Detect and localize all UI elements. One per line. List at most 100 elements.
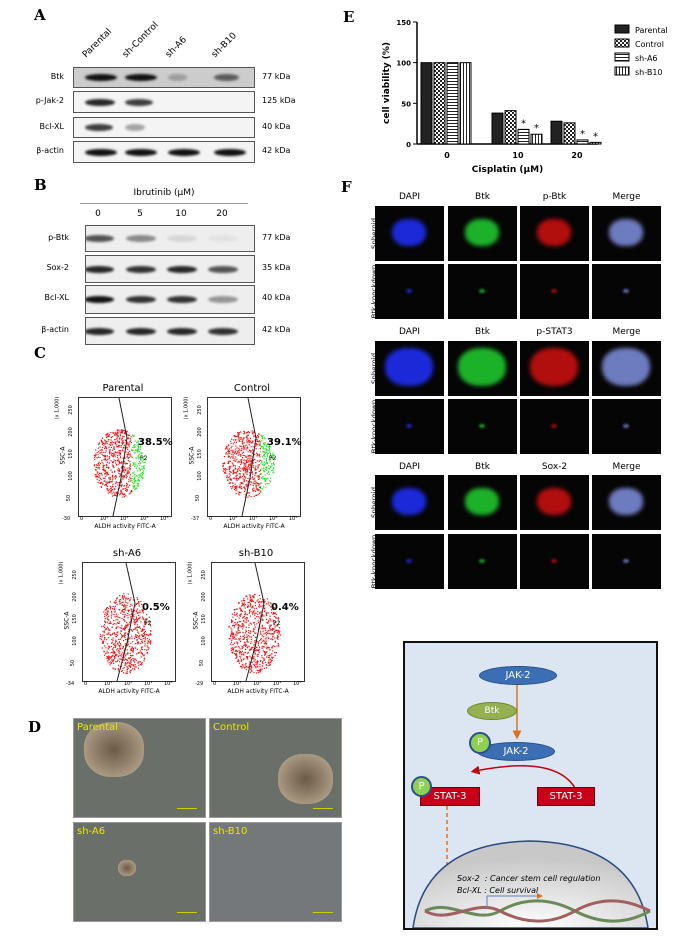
y-tick: 50 (70, 659, 77, 667)
x-axis-label: ALDH activity FITC-A (227, 688, 289, 695)
bar (576, 139, 589, 145)
protein-band (208, 265, 238, 273)
x-tick: 10³ (124, 681, 133, 687)
y-tick: 150 (71, 614, 78, 624)
spheroid-image: Control (209, 718, 342, 818)
gate-label: P2 (144, 620, 152, 627)
cell-cluster (479, 558, 485, 564)
cell-cluster (406, 288, 412, 294)
fluorescence-image (448, 534, 517, 589)
cell-cluster (458, 348, 506, 387)
row-label: β-actin (36, 146, 64, 155)
fluorescence-image (375, 399, 444, 454)
protein-band (167, 327, 197, 335)
x-tick-label: 10 (512, 151, 524, 160)
fluorescence-image (592, 264, 661, 319)
protein-band (86, 235, 114, 242)
fluorescence-image (375, 475, 444, 530)
cell-cluster (537, 487, 571, 516)
fluorescence-image (375, 264, 444, 319)
cell-cluster (551, 558, 557, 564)
y-axis-scale: (x 1,000) (58, 561, 65, 585)
channel-label: Sox-2 (541, 462, 568, 472)
panel-f-label: F (341, 178, 352, 196)
y-tick: 50 (199, 659, 206, 667)
y-tick: 250 (71, 570, 78, 580)
y-tick: 150 (200, 614, 207, 624)
fluorescence-image (375, 341, 444, 396)
x-tick: 10³ (120, 516, 129, 522)
y-tick: 200 (200, 592, 207, 602)
scatter-dots (93, 397, 146, 517)
pathway-arrows (412, 683, 651, 928)
channel-label: Merge (612, 462, 641, 472)
cell-cluster (479, 423, 485, 429)
gate-percentage: 0.4% (271, 602, 299, 613)
y-tick: 250 (67, 405, 74, 415)
blot-strip (73, 67, 255, 88)
fluorescence-image (520, 341, 589, 396)
channel-label: DAPI (398, 462, 420, 472)
protein-band (126, 327, 156, 335)
y-tick-label: 150 (396, 19, 411, 27)
treatment-label: Ibrutinib (μM) (133, 188, 195, 198)
flow-plot-title: sh-A6 (112, 548, 142, 559)
cell-cluster (623, 558, 629, 564)
blot-strip (85, 317, 255, 345)
cell-cluster (406, 423, 412, 429)
protein-band (214, 148, 246, 156)
x-tick: 10² (104, 681, 113, 687)
x-min-tick: -29 (195, 681, 204, 687)
scale-bar (177, 808, 197, 809)
spheroid (118, 860, 136, 876)
sox2-annotation: Sox-2 : Cancer stem cell regulation (457, 874, 601, 883)
x-tick: 0 (213, 681, 217, 687)
cell-cluster (385, 348, 433, 387)
flow-plot-title: sh-B10 (238, 548, 274, 559)
btk-node: Btk (467, 702, 517, 720)
dna-strand (424, 899, 651, 923)
fluorescence-image (520, 264, 589, 319)
fluorescence-image (592, 206, 661, 261)
channel-label: Merge (612, 327, 641, 337)
legend-swatch (614, 24, 630, 34)
lane-label: Parental (80, 26, 115, 60)
protein-band (125, 98, 154, 106)
fluorescence-image (448, 399, 517, 454)
y-axis-label: SSC-A (59, 446, 67, 465)
molecular-weight: 77 kDa (262, 72, 291, 81)
row-label: p-Btk (48, 233, 69, 242)
protein-band (214, 74, 239, 81)
protein-band (167, 265, 197, 273)
y-tick: 150 (196, 449, 203, 459)
scatter-dots (222, 397, 275, 517)
bar (550, 120, 563, 145)
spheroid-image: sh-B10 (209, 822, 342, 922)
gate-label: P2 (140, 455, 148, 462)
legend-label: sh-B10 (635, 68, 663, 77)
legend-swatch (614, 52, 630, 62)
y-axis-label: SSC-A (188, 446, 196, 465)
x-tick: 10⁵ (160, 516, 169, 522)
blot-strip (85, 225, 255, 252)
bar (563, 122, 576, 145)
molecular-weight: 125 kDa (262, 96, 296, 105)
flow-plot-title: Parental (102, 383, 144, 394)
row-label: Bcl-XL (39, 122, 64, 131)
row-label: β-actin (41, 325, 69, 334)
x-tick: 10³ (249, 516, 258, 522)
x-tick: 10² (233, 681, 242, 687)
y-tick: 200 (196, 427, 203, 437)
cell-cluster (465, 218, 499, 247)
cell-cluster (392, 218, 426, 247)
y-axis-label: cell viability (%) (382, 42, 392, 124)
cell-cluster (465, 487, 499, 516)
x-axis-label: ALDH activity FITC-A (94, 523, 156, 530)
protein-band (85, 98, 116, 106)
lane-label: sh-Control (120, 20, 161, 60)
treatment-divider (80, 203, 248, 204)
gate-percentage: 0.5% (142, 602, 170, 613)
x-tick: 10⁴ (269, 516, 278, 522)
protein-band (126, 235, 156, 242)
x-tick: 10⁵ (164, 681, 173, 687)
